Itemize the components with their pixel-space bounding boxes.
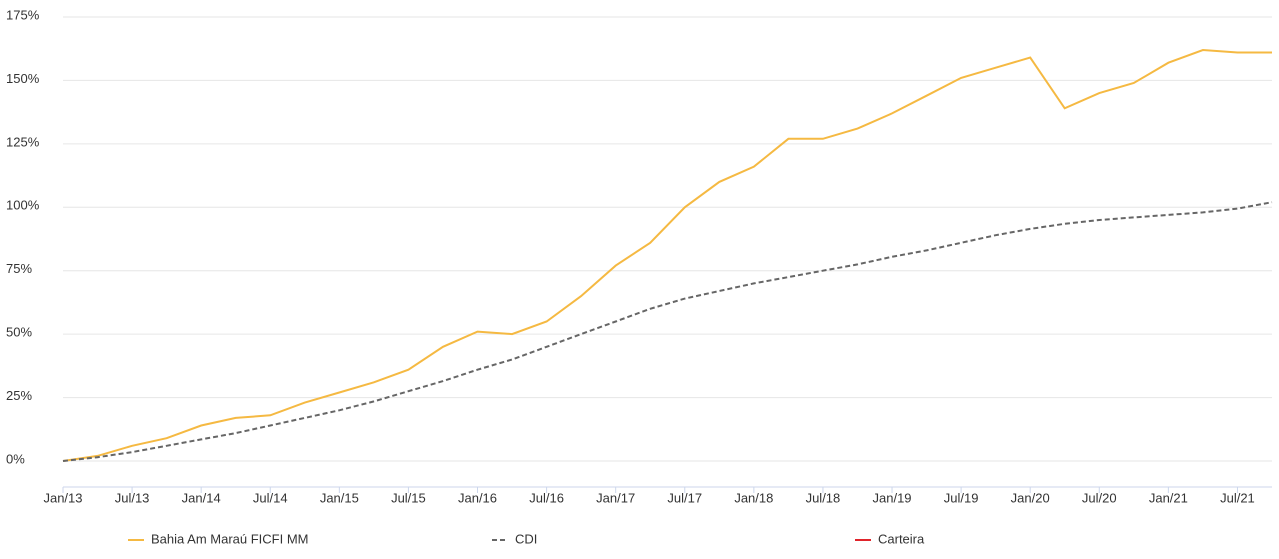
x-tick-label: Jan/14	[182, 490, 221, 505]
legend-label: CDI	[515, 531, 537, 546]
x-tick-label: Jul/17	[667, 490, 702, 505]
y-tick-label: 25%	[6, 388, 32, 403]
series-line	[62, 48, 1272, 462]
series-line	[62, 201, 1273, 462]
y-tick-label: 50%	[6, 325, 32, 340]
x-tick-label: Jan/20	[1011, 490, 1050, 505]
x-tick-label: Jan/17	[596, 490, 635, 505]
x-tick-label: Jan/18	[734, 490, 773, 505]
x-tick-label: Jul/19	[944, 490, 979, 505]
y-tick-label: 0%	[6, 451, 25, 466]
x-tick-label: Jul/18	[806, 490, 841, 505]
y-tick-label: 175%	[6, 7, 40, 22]
x-tick-label: Jul/14	[253, 490, 288, 505]
y-tick-label: 75%	[6, 261, 32, 276]
x-tick-label: Jul/20	[1082, 490, 1117, 505]
x-tick-label: Jan/15	[320, 490, 359, 505]
y-tick-label: 125%	[6, 134, 40, 149]
y-tick-label: 150%	[6, 71, 40, 86]
y-tick-label: 100%	[6, 198, 40, 213]
x-tick-label: Jul/16	[529, 490, 564, 505]
x-tick-label: Jan/21	[1149, 490, 1188, 505]
legend-label: Carteira	[878, 531, 925, 546]
x-tick-label: Jan/16	[458, 490, 497, 505]
x-tick-label: Jul/13	[115, 490, 150, 505]
x-tick-label: Jul/21	[1220, 490, 1255, 505]
legend-label: Bahia Am Maraú FICFI MM	[151, 531, 308, 546]
x-tick-label: Jan/13	[43, 490, 82, 505]
x-tick-label: Jan/19	[873, 490, 912, 505]
x-tick-label: Jul/15	[391, 490, 426, 505]
